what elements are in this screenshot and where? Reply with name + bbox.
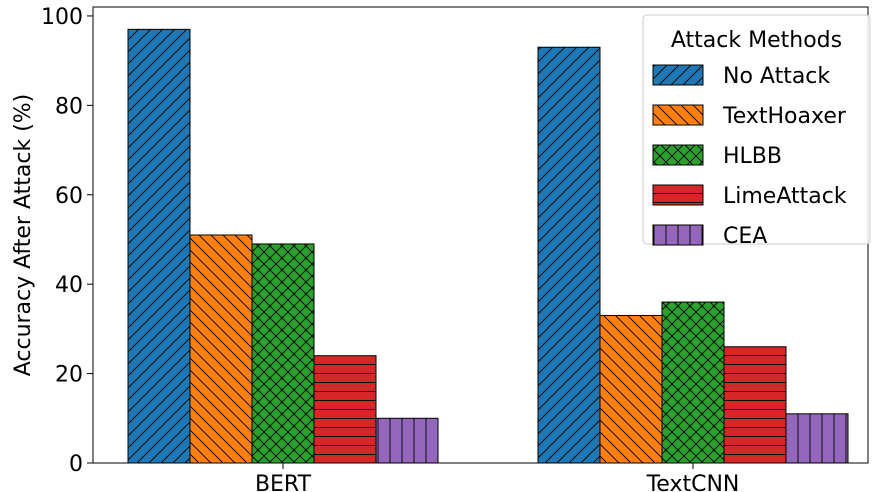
x-tick-label: TextCNN <box>646 472 740 492</box>
y-axis-label: Accuracy After Attack (%) <box>11 94 36 377</box>
x-tick-label: BERT <box>255 472 312 492</box>
y-tick-label: 80 <box>55 94 83 119</box>
bar-bert-no-attack <box>127 28 191 464</box>
y-tick-label: 100 <box>41 5 83 30</box>
y-tick-label: 40 <box>55 273 83 298</box>
y-tick-label: 20 <box>55 363 83 388</box>
y-tick-label: 0 <box>69 452 83 477</box>
bar-textcnn-hlbb <box>661 301 725 464</box>
bar-bert-cea <box>375 417 439 464</box>
legend-label: CEA <box>723 224 767 249</box>
legend-label: HLBB <box>723 144 782 169</box>
y-tick-label: 60 <box>55 184 83 209</box>
legend-swatch-texthoaxer <box>652 104 704 126</box>
legend-swatch-cea <box>652 224 704 246</box>
bar-textcnn-texthoaxer <box>599 314 663 464</box>
legend-label: No Attack <box>723 64 830 89</box>
legend-label: LimeAttack <box>723 184 847 209</box>
x-ticks-group: BERT TextCNN <box>255 463 739 492</box>
bar-bert-hlbb <box>251 243 315 464</box>
legend-title: Attack Methods <box>671 28 842 53</box>
y-ticks-group: 0 20 40 60 80 100 <box>41 5 93 477</box>
bar-bert-limeattack <box>313 355 377 464</box>
legend-label: TextHoaxer <box>722 104 847 129</box>
legend: Attack Methods No Attack TextHoaxer HLBB Lim… <box>642 14 871 249</box>
bar-textcnn-cea <box>785 413 849 464</box>
legend-swatch-no-attack <box>652 64 704 86</box>
legend-swatch-limeattack <box>652 184 704 206</box>
bar-bert-texthoaxer <box>189 234 253 464</box>
bar-textcnn-limeattack <box>723 346 787 464</box>
bars-group <box>127 28 849 464</box>
bar-textcnn-no-attack <box>537 46 601 464</box>
legend-swatch-hlbb <box>652 144 704 166</box>
